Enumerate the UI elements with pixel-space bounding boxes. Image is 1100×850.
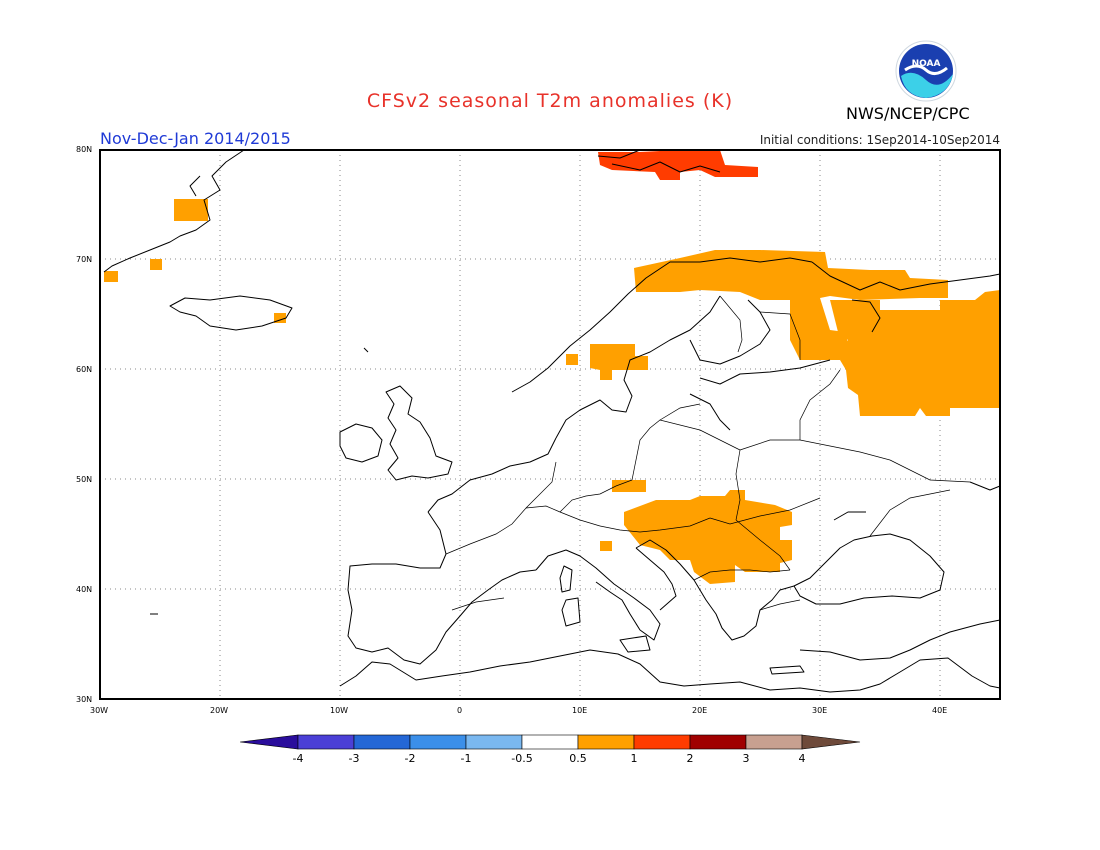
colorbar-tick-label: -2 — [404, 752, 416, 765]
colorbar-min-arrow — [240, 734, 299, 750]
noaa-logo: NOAA — [895, 40, 957, 102]
colorbar-segment — [633, 734, 691, 750]
lat-label-50n: 50N — [76, 475, 93, 484]
colorbar-tick-label: -1 — [460, 752, 472, 765]
colorbar-tick-label: -0.5 — [511, 752, 533, 765]
lat-label-60n: 60N — [76, 365, 93, 374]
lon-label-0: 0 — [457, 706, 463, 715]
anomaly-shading-strong — [598, 150, 758, 180]
period-label: Nov-Dec-Jan 2014/2015 — [100, 129, 291, 148]
colorbar-tick-label: -3 — [348, 752, 360, 765]
colorbar-segment — [577, 734, 635, 750]
map-frame — [99, 149, 1001, 700]
lon-label-10w: 10W — [330, 706, 349, 715]
colorbar — [240, 734, 861, 750]
colorbar-segment — [409, 734, 467, 750]
lat-label-80n: 80N — [76, 145, 93, 154]
colorbar-segment — [689, 734, 747, 750]
lat-label-40n: 40N — [76, 585, 93, 594]
colorbar-segment — [745, 734, 803, 750]
lon-label-10e: 10E — [572, 706, 588, 715]
colorbar-segment — [353, 734, 411, 750]
colorbar-tick-label: 2 — [686, 752, 694, 765]
lon-label-40e: 40E — [932, 706, 948, 715]
map-title: CFSv2 seasonal T2m anomalies (K) — [366, 90, 734, 112]
lon-label-20e: 20E — [692, 706, 708, 715]
map-gridlines — [100, 150, 1000, 699]
colorbar-tick-label: -4 — [292, 752, 304, 765]
colorbar-max-arrow — [801, 734, 861, 750]
lat-label-30n: 30N — [76, 695, 93, 704]
country-borders — [445, 295, 971, 611]
initial-conditions-label: Initial conditions: 1Sep2014-10Sep2014 — [759, 133, 1000, 147]
colorbar-segment — [297, 734, 355, 750]
lat-label-70n: 70N — [76, 255, 93, 264]
anomaly-shading-positive — [104, 199, 1000, 584]
colorbar-tick-label: 1 — [630, 752, 638, 765]
lon-label-20w: 20W — [210, 706, 229, 715]
coastlines — [103, 149, 1001, 693]
colorbar-tick-label: 4 — [798, 752, 806, 765]
lon-label-30e: 30E — [812, 706, 828, 715]
svg-text:NOAA: NOAA — [912, 59, 941, 69]
colorbar-tick-label: 0.5 — [569, 752, 587, 765]
colorbar-segment — [521, 734, 579, 750]
colorbar-tick-label: 3 — [742, 752, 750, 765]
lon-label-30w: 30W — [90, 706, 109, 715]
agency-label: NWS/NCEP/CPC — [846, 104, 970, 123]
colorbar-segment — [465, 734, 523, 750]
